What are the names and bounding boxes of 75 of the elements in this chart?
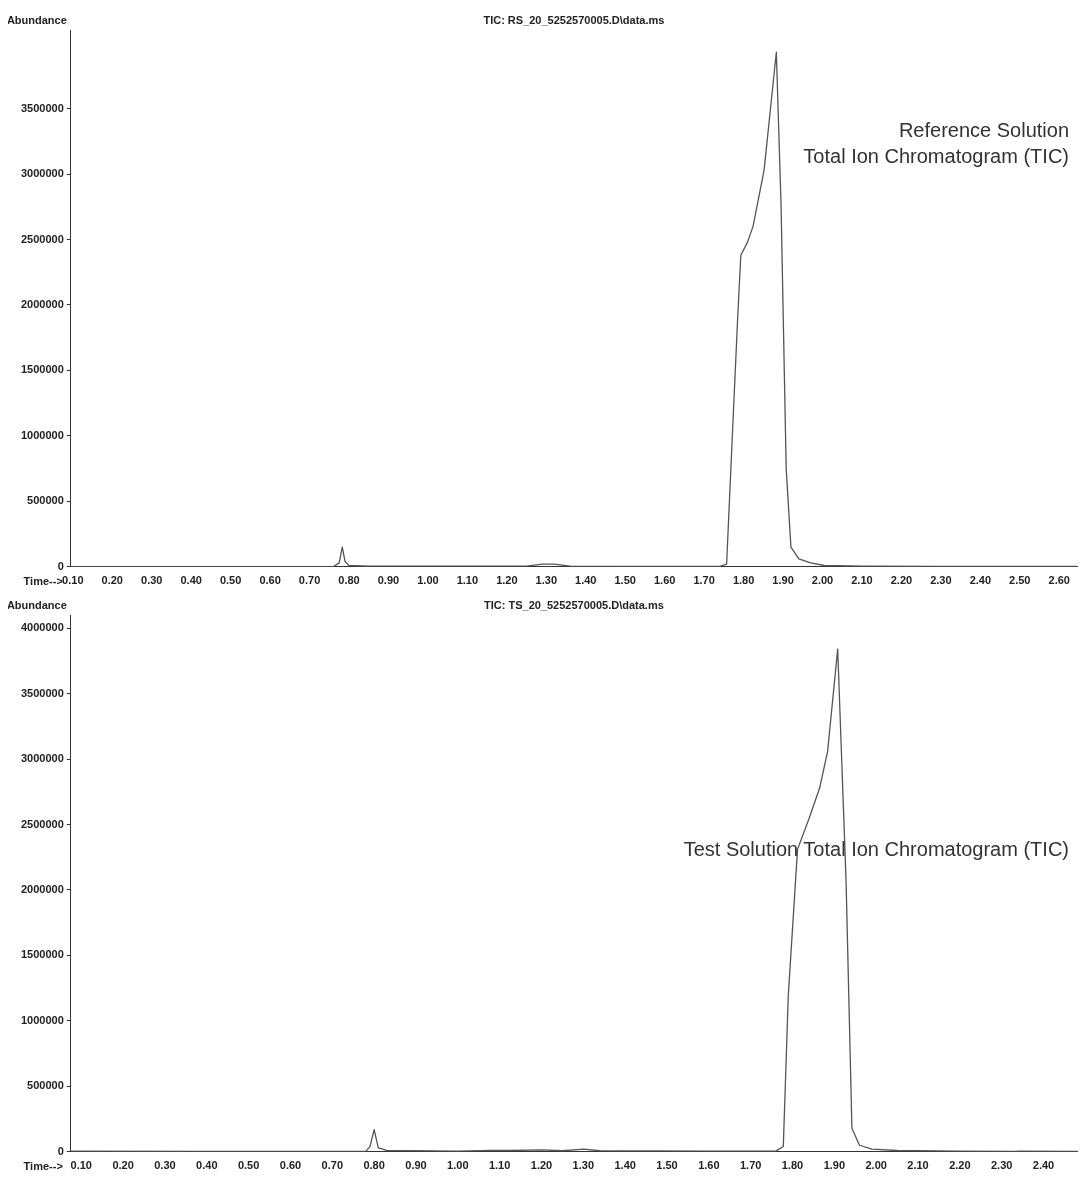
y-tick-label: 2000000 — [21, 882, 64, 895]
y-tick-label: 500000 — [27, 1079, 64, 1092]
x-tick-label: 1.50 — [656, 1159, 678, 1172]
y-tick-label: 500000 — [27, 494, 64, 507]
x-tick-label: 0.60 — [279, 1159, 302, 1172]
x-tick-label: 1.40 — [575, 574, 597, 587]
x-tick-label: 2.40 — [969, 574, 992, 587]
y-tick-label: 0 — [57, 559, 64, 572]
x-tick-label: 1.00 — [447, 1159, 469, 1172]
x-tick-label: 2.60 — [1048, 574, 1070, 587]
x-tick-label: 2.10 — [851, 574, 873, 587]
x-tick-label: 0.10 — [70, 1159, 92, 1172]
x-tick-label: 1.90 — [823, 1159, 846, 1172]
x-tick-label: 2.30 — [990, 1159, 1013, 1172]
x-tick-label: 1.30 — [572, 1159, 595, 1172]
y-tick-label: 0 — [57, 1144, 64, 1157]
x-tick-label: 0.90 — [405, 1159, 427, 1172]
y-tick-label: 3000000 — [21, 167, 64, 180]
x-tick-label: 1.60 — [653, 574, 676, 587]
y-axis-title: Abundance — [6, 13, 67, 26]
x-tick-label: 1.20 — [496, 574, 518, 587]
x-tick-label: 1.20 — [530, 1159, 553, 1172]
x-tick-label: 2.30 — [930, 574, 952, 587]
x-tick-label: 1.80 — [781, 1159, 804, 1172]
x-tick-label: 0.70 — [298, 574, 321, 587]
y-tick-label: 1500000 — [21, 363, 64, 376]
y-tick-label: 1000000 — [21, 428, 64, 441]
chart-title: TIC: RS_20_5252570005.D\data.ms — [483, 13, 665, 26]
y-tick-label: 3500000 — [21, 101, 64, 114]
x-tick-label: 1.40 — [614, 1159, 636, 1172]
x-tick-label: 2.10 — [907, 1159, 929, 1172]
y-tick-label: 4000000 — [21, 621, 64, 634]
x-tick-label: 0.80 — [363, 1159, 385, 1172]
x-tick-label: 1.70 — [739, 1159, 762, 1172]
y-tick-label: 2500000 — [21, 232, 64, 245]
x-tick-label: 1.50 — [614, 574, 636, 587]
y-tick-label: 1500000 — [21, 948, 64, 961]
x-tick-label: 0.30 — [154, 1159, 176, 1172]
x-tick-label: 0.60 — [259, 574, 281, 587]
x-tick-label: 1.30 — [535, 574, 557, 587]
chart-title: TIC: TS_20_5252570005.D\data.ms — [484, 598, 664, 611]
y-tick-label: 2500000 — [21, 817, 64, 830]
x-tick-label: 2.50 — [1009, 574, 1031, 587]
x-tick-label: 0.50 — [237, 1159, 260, 1172]
x-tick-label: 1.60 — [698, 1159, 720, 1172]
x-tick-label: 0.70 — [321, 1159, 344, 1172]
y-tick-label: 2000000 — [21, 297, 64, 310]
y-axis-title: Abundance — [6, 598, 67, 611]
x-tick-label: 0.10 — [62, 574, 84, 587]
x-tick-label: 2.40 — [1032, 1159, 1055, 1172]
x-tick-label: 1.80 — [732, 574, 755, 587]
x-tick-label: 0.40 — [196, 1159, 218, 1172]
x-tick-label: 2.00 — [811, 574, 834, 587]
x-tick-label: 0.30 — [141, 574, 163, 587]
x-tick-label: 2.00 — [865, 1159, 887, 1172]
x-tick-label: 1.10 — [456, 574, 479, 587]
x-tick-label: 0.20 — [112, 1159, 134, 1172]
x-tick-label: 0.90 — [377, 574, 400, 587]
annotation: Reference Solution Total Ion Chromatogram (TIC) — [803, 118, 1069, 167]
x-tick-label: 1.90 — [772, 574, 794, 587]
x-axis-title: Time--> — [23, 1160, 63, 1173]
y-tick-label: 1000000 — [21, 1013, 64, 1026]
y-tick-label: 3000000 — [21, 752, 64, 765]
x-tick-label: 1.00 — [417, 574, 439, 587]
x-tick-label: 0.40 — [180, 574, 202, 587]
y-tick-label: 3500000 — [21, 686, 64, 699]
x-tick-label: 0.50 — [219, 574, 242, 587]
x-tick-label: 1.10 — [488, 1159, 511, 1172]
x-tick-label: 2.20 — [949, 1159, 971, 1172]
annotation: Test Solution Total Ion Chromatogram (TIC) — [683, 837, 1069, 860]
x-axis-title: Time--> — [23, 575, 63, 588]
x-tick-label: 2.20 — [890, 574, 913, 587]
x-tick-label: 0.20 — [101, 574, 123, 587]
x-tick-label: 1.70 — [693, 574, 715, 587]
x-tick-label: 0.80 — [338, 574, 360, 587]
